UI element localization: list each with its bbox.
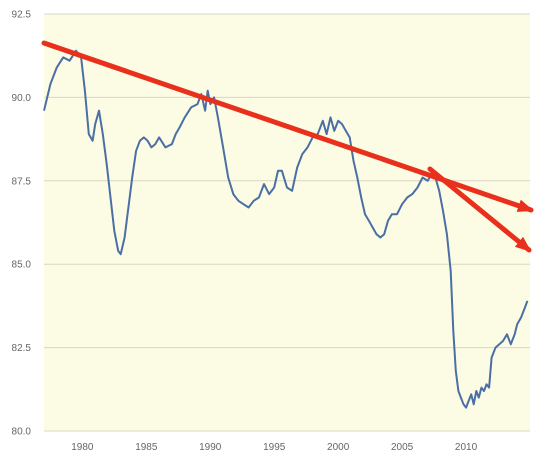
x-tick-label: 2010 xyxy=(455,442,478,453)
y-tick-label: 80.0 xyxy=(12,427,32,438)
trend-arrows xyxy=(41,40,534,253)
x-axis-tick-labels: 1980 1985 1990 1995 2000 2005 2010 xyxy=(71,442,477,453)
x-tick-label: 1980 xyxy=(71,442,94,453)
gridlines xyxy=(44,13,530,432)
x-tick-label: 1985 xyxy=(135,442,158,453)
y-tick-label: 92.5 xyxy=(12,10,32,21)
y-tick-label: 85.0 xyxy=(12,260,32,271)
y-tick-label: 90.0 xyxy=(12,93,32,104)
y-tick-label: 87.5 xyxy=(12,176,32,187)
x-tick-label: 1995 xyxy=(263,442,286,453)
x-tick-label: 2005 xyxy=(391,442,414,453)
y-axis-tick-labels: 80.0 82.5 85.0 87.5 90.0 92.5 xyxy=(12,10,32,438)
x-tick-label: 1990 xyxy=(199,442,222,453)
trend-arrow-lower xyxy=(427,166,532,253)
plot-area xyxy=(44,14,530,431)
y-tick-label: 82.5 xyxy=(12,343,32,354)
x-tick-label: 2000 xyxy=(327,442,350,453)
